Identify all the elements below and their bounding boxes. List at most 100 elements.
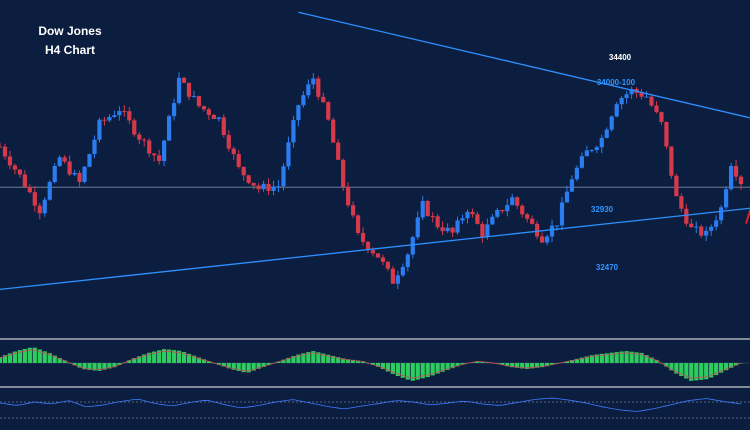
candle-body xyxy=(132,120,137,135)
macd-bar xyxy=(316,352,321,363)
macd-bar xyxy=(530,363,535,369)
candle-body xyxy=(420,201,425,218)
macd-bar xyxy=(385,363,391,372)
macd-bar xyxy=(231,363,236,370)
candle-body xyxy=(266,183,271,191)
candle-body xyxy=(559,202,565,226)
macd-bar xyxy=(102,363,107,370)
macd-bar xyxy=(604,353,609,363)
macd-bar xyxy=(176,350,182,363)
macd-bar xyxy=(624,351,629,363)
macd-bar xyxy=(306,352,311,363)
macd-bar xyxy=(539,363,545,368)
candle-body xyxy=(733,166,739,177)
candle-body xyxy=(281,166,286,187)
macd-bar xyxy=(296,354,301,363)
candle-body xyxy=(510,197,515,206)
candle-body xyxy=(152,153,157,156)
candle-body xyxy=(470,211,475,215)
candle-body xyxy=(191,96,197,98)
macd-bar xyxy=(704,363,709,380)
candle-body xyxy=(311,78,316,85)
candle-body xyxy=(515,197,520,206)
macd-bar xyxy=(564,361,570,363)
candle-body xyxy=(495,209,500,217)
macd-bar xyxy=(440,363,445,372)
macd-bar xyxy=(127,360,132,363)
candle-body xyxy=(117,111,122,116)
candle-body xyxy=(122,111,127,113)
macd-bar xyxy=(520,363,525,369)
macd-bar xyxy=(251,363,256,371)
candle-body xyxy=(355,215,361,233)
candle-body xyxy=(738,176,744,185)
trendline-lower xyxy=(0,207,750,291)
macd-bar xyxy=(27,347,32,363)
candle-body xyxy=(301,95,306,106)
macd-bar xyxy=(256,363,261,369)
trendline-upper xyxy=(298,11,750,119)
macd-bar xyxy=(395,363,400,376)
candle-body xyxy=(251,182,256,186)
macd-bar xyxy=(186,353,192,363)
macd-bar xyxy=(515,363,520,368)
candle-body xyxy=(604,129,609,138)
candle-body xyxy=(614,104,619,117)
candle-body xyxy=(97,119,102,140)
candle-body xyxy=(400,266,405,276)
macd-bar xyxy=(430,363,435,376)
candle-body xyxy=(331,119,336,143)
macd-bar xyxy=(2,355,8,363)
level-label-32930: 32930 xyxy=(591,205,614,214)
candle-body xyxy=(127,111,132,121)
candle-body xyxy=(704,230,709,236)
macd-bar xyxy=(157,350,162,363)
candle-body xyxy=(525,214,530,219)
macd-bar xyxy=(728,363,734,368)
candle-body xyxy=(669,146,674,176)
macd-bar xyxy=(634,352,639,363)
candle-body xyxy=(584,150,589,157)
macd-bar xyxy=(455,363,460,367)
macd-bar xyxy=(107,363,112,369)
oscillator-line xyxy=(0,397,742,412)
macd-bar xyxy=(216,363,221,365)
candle-body xyxy=(709,226,714,231)
macd-bar xyxy=(480,361,485,363)
level-label-32470: 32470 xyxy=(596,263,619,272)
candle-body xyxy=(375,253,381,258)
macd-bar xyxy=(22,348,27,363)
macd-bar xyxy=(733,363,739,366)
macd-bar xyxy=(47,353,52,363)
macd-bar xyxy=(390,363,395,374)
candle-body xyxy=(594,147,599,151)
level-label-34400: 34400 xyxy=(609,53,632,62)
macd-bar xyxy=(301,353,306,363)
macd-bar xyxy=(42,351,47,363)
macd-bar xyxy=(281,359,286,363)
macd-bar xyxy=(579,357,584,363)
candle-body xyxy=(77,172,82,182)
candle-body xyxy=(539,236,545,243)
macd-bar xyxy=(166,349,172,363)
candle-body xyxy=(72,172,77,175)
macd-bar xyxy=(246,363,251,373)
macd-bar xyxy=(679,363,684,377)
macd-bar xyxy=(321,353,326,363)
candle-body xyxy=(196,96,202,107)
macd-bar xyxy=(584,356,589,363)
candle-body xyxy=(37,205,42,214)
candle-body xyxy=(162,140,167,162)
macd-bar xyxy=(510,363,515,368)
candle-body xyxy=(261,183,266,190)
candle-body xyxy=(679,196,684,209)
macd-bar xyxy=(12,351,18,363)
candle-body xyxy=(0,146,3,148)
chart-subtitle: H4 Chart xyxy=(45,43,95,57)
macd-bar xyxy=(709,363,714,378)
macd-bar xyxy=(664,363,669,367)
macd-bar xyxy=(355,360,361,363)
oscillator-pane xyxy=(0,397,750,419)
candle-body xyxy=(82,166,87,182)
macd-bar xyxy=(37,349,42,363)
